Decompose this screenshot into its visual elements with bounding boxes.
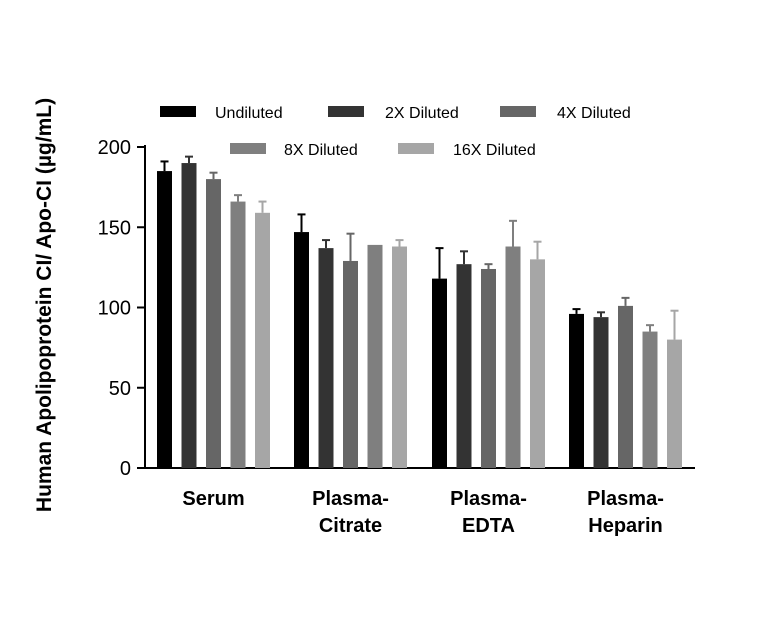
legend-swatch — [160, 106, 196, 117]
x-category-label: Heparin — [588, 515, 662, 537]
bar — [618, 305, 633, 468]
bar — [569, 313, 584, 468]
bar — [432, 278, 447, 468]
legend-swatch — [398, 143, 434, 154]
legend-label: 4X Diluted — [557, 105, 631, 122]
y-tick-label: 200 — [98, 137, 131, 159]
y-tick-label: 50 — [109, 378, 131, 400]
bar — [530, 259, 545, 468]
bar — [181, 163, 197, 469]
legend-label: 16X Diluted — [453, 142, 536, 159]
bar — [318, 248, 334, 468]
x-category-label: Serum — [182, 488, 244, 510]
bar — [456, 264, 472, 468]
legend-label: Undiluted — [215, 105, 283, 122]
legend-swatch — [500, 106, 536, 117]
x-category-label: Plasma- — [587, 488, 664, 510]
bar — [593, 317, 609, 468]
x-category-label: Citrate — [319, 515, 382, 537]
x-category-label: Plasma- — [450, 488, 527, 510]
y-tick-label: 100 — [98, 298, 131, 320]
bar — [157, 171, 172, 468]
y-axis-title: Human Apolipoprotein CI/ Apo-CI (µg/mL) — [33, 98, 56, 512]
legend-label: 2X Diluted — [385, 105, 459, 122]
x-category-label: Plasma- — [312, 488, 389, 510]
y-tick-label: 150 — [98, 217, 131, 239]
bar — [230, 201, 246, 468]
bar — [255, 212, 270, 468]
y-tick-label: 0 — [120, 458, 131, 480]
bar — [206, 179, 221, 468]
bar — [367, 244, 383, 468]
bar — [505, 246, 521, 468]
bar — [392, 246, 407, 468]
legend-label: 8X Diluted — [284, 142, 358, 159]
bar — [481, 268, 496, 468]
legend-swatch — [328, 106, 364, 117]
legend-swatch — [230, 143, 266, 154]
bar — [343, 260, 358, 468]
x-category-label: EDTA — [462, 515, 515, 537]
bar — [667, 339, 682, 468]
bar — [642, 331, 658, 468]
bar — [294, 232, 309, 468]
